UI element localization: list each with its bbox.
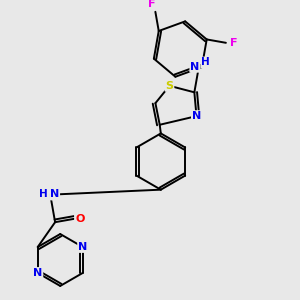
Text: N: N <box>33 268 42 278</box>
Text: F: F <box>230 38 237 48</box>
Text: O: O <box>75 214 84 224</box>
Text: N: N <box>50 190 59 200</box>
Text: H: H <box>39 190 48 200</box>
Text: S: S <box>166 81 173 91</box>
Text: F: F <box>148 0 156 9</box>
Text: H: H <box>201 58 210 68</box>
Text: N: N <box>192 111 201 121</box>
Text: N: N <box>78 242 87 252</box>
Text: N: N <box>190 62 200 72</box>
